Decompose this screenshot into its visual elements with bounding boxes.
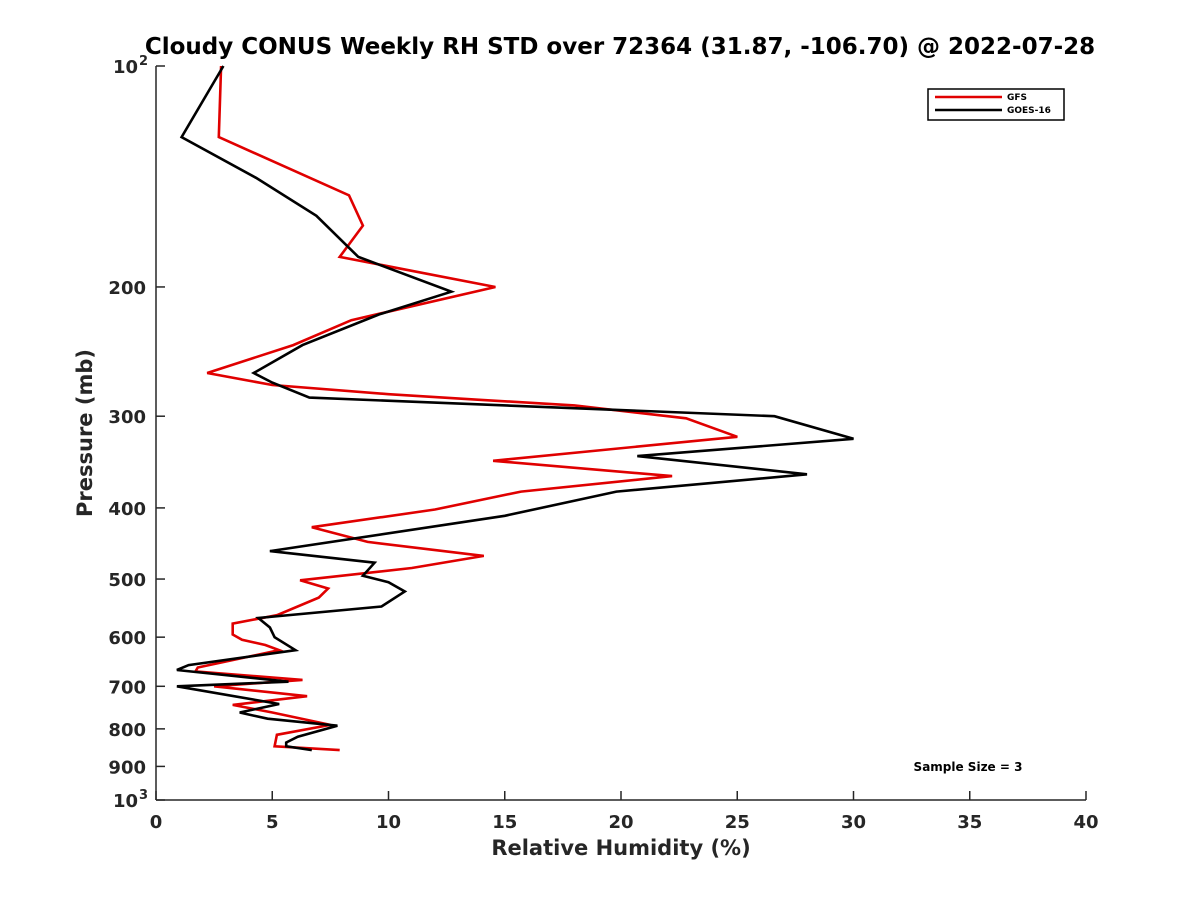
x-tick-label: 10: [376, 812, 401, 833]
y-tick-label: 900: [108, 757, 146, 778]
x-tick-label: 40: [1073, 812, 1098, 833]
chart-title: Cloudy CONUS Weekly RH STD over 72364 (3…: [145, 34, 1095, 60]
y-tick-label: 400: [108, 499, 146, 520]
x-tick-label: 30: [841, 812, 866, 833]
legend-box: [927, 88, 1065, 121]
y-tick-label: 300: [108, 407, 146, 428]
x-axis-label: Relative Humidity (%): [491, 836, 750, 860]
x-tick-label: 25: [725, 812, 750, 833]
x-tick-label: 15: [492, 812, 517, 833]
y-tick-label: 500: [108, 570, 146, 591]
y-tick-label: 800: [108, 720, 146, 741]
x-tick-label: 35: [957, 812, 982, 833]
y-tick-label: 200: [108, 278, 146, 299]
x-tick-label: 0: [150, 812, 163, 833]
y-tick-label: 10: [113, 57, 138, 78]
legend-label-gfs: GFS: [1007, 93, 1027, 103]
series-line-goes-16: [176, 65, 854, 752]
y-tick-label: 10: [113, 791, 138, 812]
x-tick-label: 5: [266, 812, 279, 833]
y-tick-exponent: 3: [139, 788, 148, 803]
y-tick-label: 600: [108, 628, 146, 649]
y-tick-label: 700: [108, 677, 146, 698]
x-tick-label: 20: [608, 812, 633, 833]
legend: GFS GOES-16: [927, 88, 1065, 121]
x-ticks: 0 5 10 15 20 25 30 35 40: [150, 791, 1099, 833]
sample-size-annotation: Sample Size = 3: [914, 760, 1023, 774]
series-lines: [176, 65, 854, 752]
series-line-gfs: [193, 65, 738, 752]
y-axis-label: Pressure (mb): [73, 349, 97, 517]
legend-label-goes-16: GOES-16: [1007, 106, 1051, 116]
y-tick-exponent: 2: [139, 54, 148, 69]
